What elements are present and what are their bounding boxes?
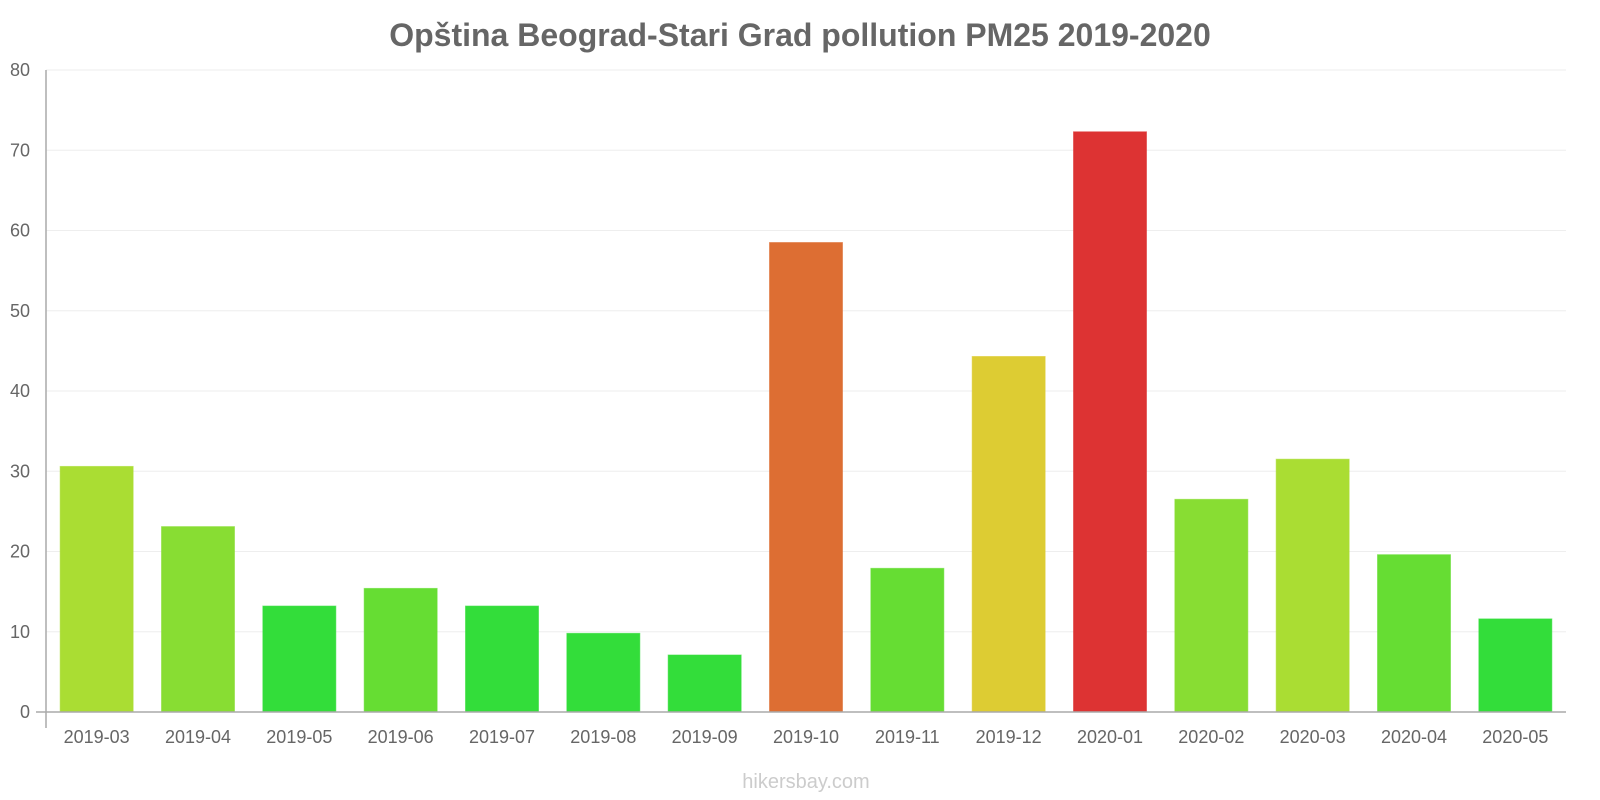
x-tick-label: 2019-04 — [165, 727, 231, 747]
bar-2019-07 — [465, 605, 539, 713]
y-tick-label: 40 — [10, 381, 30, 401]
bars — [59, 131, 1553, 713]
bar-2019-11 — [870, 567, 945, 713]
bar-2019-10 — [769, 242, 843, 713]
y-tick-label: 10 — [10, 622, 30, 642]
bar-2019-03 — [59, 465, 134, 713]
x-tick-label: 2019-09 — [672, 727, 738, 747]
y-tick-label: 20 — [10, 542, 30, 562]
chart-title: Opština Beograd-Stari Grad pollution PM2… — [389, 17, 1211, 53]
x-tick-label: 2019-07 — [469, 727, 535, 747]
y-tick-label: 30 — [10, 461, 30, 481]
axes — [36, 70, 1566, 728]
bar-2019-09 — [667, 654, 742, 713]
bar-2020-01 — [1073, 131, 1147, 713]
bar-2019-12 — [971, 355, 1046, 713]
y-tick-label: 50 — [10, 301, 30, 321]
x-tick-label: 2020-02 — [1178, 727, 1244, 747]
bar-2020-05 — [1478, 618, 1553, 713]
bar-2020-03 — [1275, 458, 1350, 713]
bar-2019-05 — [262, 605, 337, 713]
x-tick-label: 2019-05 — [266, 727, 332, 747]
x-tick-label: 2019-11 — [875, 727, 940, 747]
bar-2019-08 — [566, 632, 641, 713]
y-tick-label: 80 — [10, 60, 30, 80]
x-tick-labels: 2019-03 2019-04 2019-05 2019-06 2019-07 2019-… — [64, 727, 1549, 747]
x-tick-label: 2019-03 — [64, 727, 130, 747]
x-tick-label: 2019-12 — [976, 727, 1042, 747]
bar-2019-06 — [363, 587, 438, 713]
x-tick-label: 2020-05 — [1482, 727, 1548, 747]
x-tick-label: 2020-04 — [1381, 727, 1447, 747]
bar-2020-04 — [1377, 554, 1451, 713]
bar-2020-02 — [1174, 498, 1249, 713]
y-tick-label: 60 — [10, 221, 30, 241]
x-tick-label: 2019-10 — [773, 727, 839, 747]
x-tick-label: 2020-01 — [1077, 727, 1143, 747]
y-tick-labels: 0 10 20 30 40 50 60 70 80 — [10, 60, 30, 722]
x-tick-label: 2019-08 — [570, 727, 636, 747]
watermark: hikersbay.com — [742, 771, 869, 793]
x-tick-label: 2020-03 — [1280, 727, 1346, 747]
y-tick-label: 0 — [20, 702, 30, 722]
y-tick-label: 70 — [10, 140, 30, 160]
x-tick-label: 2019-06 — [368, 727, 434, 747]
bar-2019-04 — [161, 526, 235, 713]
